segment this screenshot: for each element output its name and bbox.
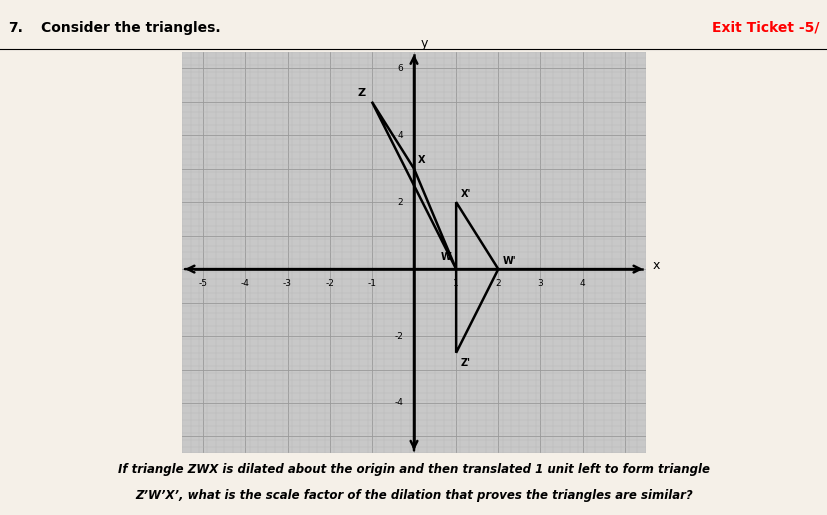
Text: 4: 4 [579, 279, 585, 288]
Text: -3: -3 [283, 279, 292, 288]
Text: 3: 3 [537, 279, 543, 288]
Text: -4: -4 [241, 279, 250, 288]
Text: 7.: 7. [8, 21, 23, 35]
Text: x: x [652, 259, 659, 272]
Text: X: X [418, 156, 425, 165]
Text: -1: -1 [367, 279, 376, 288]
Text: y: y [420, 37, 428, 50]
Text: 6: 6 [397, 64, 403, 73]
Text: W: W [441, 252, 452, 263]
Text: 2: 2 [397, 198, 403, 207]
Text: -2: -2 [325, 279, 334, 288]
Text: Z’W’X’, what is the scale factor of the dilation that proves the triangles are s: Z’W’X’, what is the scale factor of the … [135, 489, 692, 502]
Text: -4: -4 [394, 399, 403, 407]
Text: X': X' [460, 189, 471, 199]
Text: -5: -5 [198, 279, 208, 288]
Text: 2: 2 [495, 279, 500, 288]
Text: Consider the triangles.: Consider the triangles. [41, 21, 221, 35]
Text: Z': Z' [460, 358, 470, 368]
Text: If triangle ZWX is dilated about the origin and then translated 1 unit left to f: If triangle ZWX is dilated about the ori… [118, 464, 709, 476]
Text: 4: 4 [397, 131, 403, 140]
Text: Z: Z [357, 89, 365, 98]
Text: -2: -2 [394, 332, 403, 340]
Text: W': W' [502, 256, 515, 266]
Text: 1: 1 [452, 279, 458, 288]
Text: Exit Ticket -5/: Exit Ticket -5/ [711, 21, 819, 35]
